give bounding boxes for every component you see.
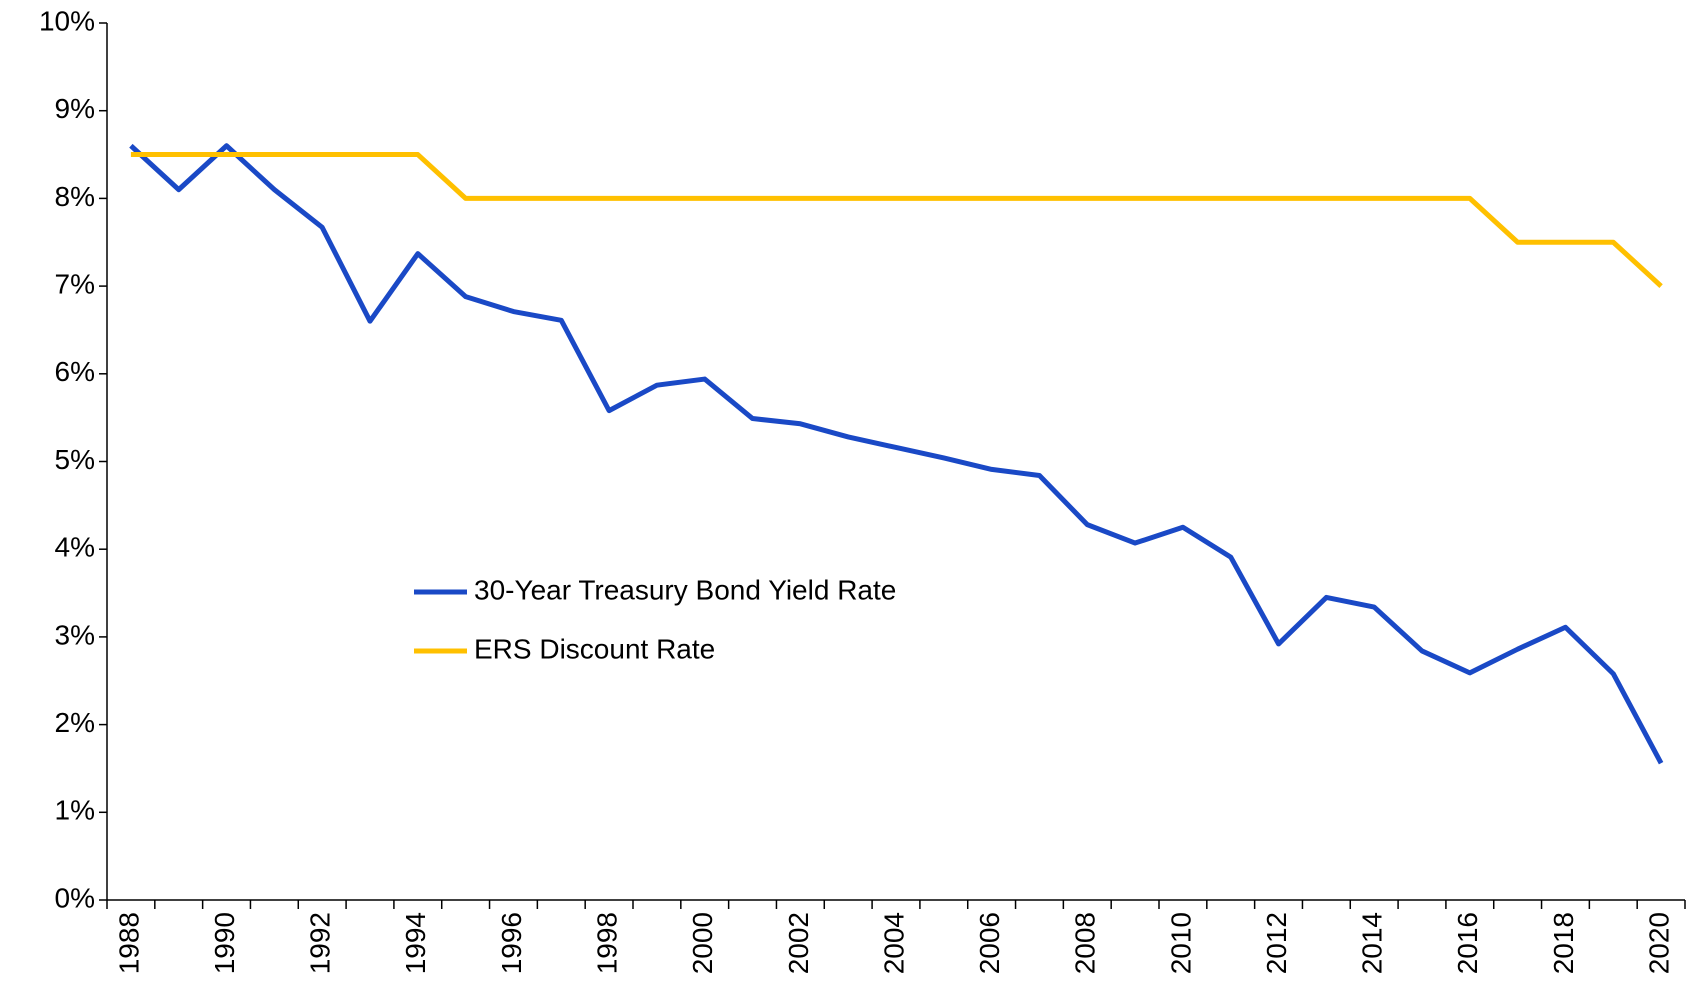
legend-label: 30-Year Treasury Bond Yield Rate [474, 574, 896, 605]
x-tick-label: 1992 [305, 912, 336, 974]
y-tick-label: 4% [55, 532, 95, 563]
y-tick-label: 2% [55, 707, 95, 738]
y-tick-label: 8% [55, 181, 95, 212]
y-tick-label: 0% [55, 882, 95, 913]
x-tick-label: 1994 [400, 912, 431, 974]
y-tick-label: 6% [55, 356, 95, 387]
y-tick-label: 3% [55, 619, 95, 650]
x-tick-label: 2020 [1643, 912, 1674, 974]
y-tick-label: 9% [55, 93, 95, 124]
x-tick-label: 1990 [209, 912, 240, 974]
x-tick-label: 2006 [974, 912, 1005, 974]
x-tick-label: 2014 [1357, 912, 1388, 974]
x-tick-label: 2002 [783, 912, 814, 974]
series-line [129, 143, 1664, 765]
x-tick-label: 1988 [113, 912, 144, 974]
x-tick-label: 2000 [687, 912, 718, 974]
x-tick-label: 2016 [1452, 912, 1483, 974]
y-tick-label: 10% [39, 5, 95, 36]
y-tick-label: 5% [55, 444, 95, 475]
x-tick-label: 1996 [496, 912, 527, 974]
x-tick-label: 2012 [1261, 912, 1292, 974]
x-tick-label: 2004 [878, 912, 909, 974]
x-tick-label: 2008 [1070, 912, 1101, 974]
x-tick-label: 1998 [591, 912, 622, 974]
series-line [130, 152, 1663, 288]
legend-label: ERS Discount Rate [474, 633, 715, 664]
x-tick-label: 2018 [1548, 912, 1579, 974]
y-tick-label: 1% [55, 795, 95, 826]
x-tick-label: 2010 [1165, 912, 1196, 974]
y-tick-label: 7% [55, 268, 95, 299]
